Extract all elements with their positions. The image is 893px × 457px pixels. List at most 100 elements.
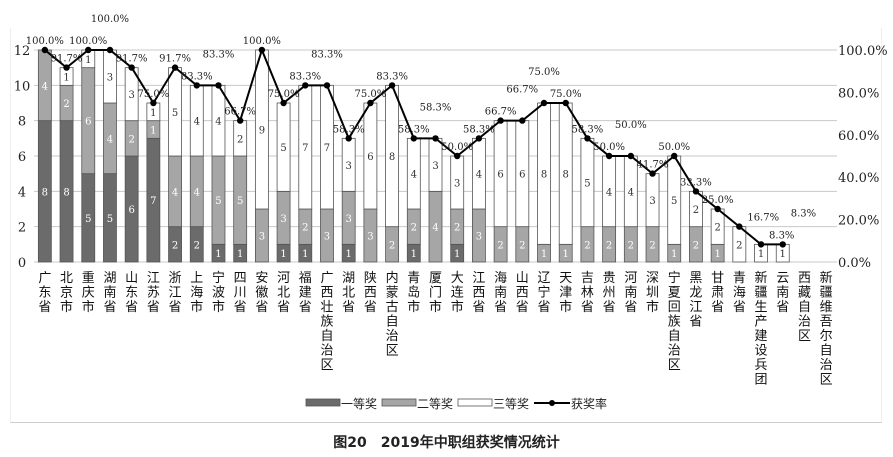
rate-label: 50.0%	[593, 142, 625, 153]
category-label-char: 东	[125, 286, 138, 301]
bar-value-label: 4	[411, 170, 417, 181]
category-label-char: 自	[386, 315, 399, 330]
y-left-tick-label: 10	[14, 79, 31, 94]
bar-value-label: 8	[563, 170, 569, 181]
rate-label: 100.0%	[69, 36, 107, 47]
rate-point	[692, 188, 700, 195]
y-right-tick-label: 40.0%	[838, 171, 879, 186]
category-label-char: 省	[581, 300, 594, 315]
legend-marker	[549, 400, 555, 406]
category-label-char: 市	[212, 299, 225, 315]
category-label-char: 区	[798, 329, 811, 344]
rate-point	[41, 46, 49, 54]
category-label-char: 大	[451, 271, 464, 286]
bar-value-label: 3	[107, 73, 113, 84]
rate-point	[454, 152, 461, 160]
bar-value-label: 1	[150, 108, 156, 119]
category-label-char: 京	[60, 286, 73, 301]
category-label-char: 自	[320, 329, 333, 344]
rate-point	[475, 135, 483, 142]
bar-value-label: 4	[194, 187, 200, 198]
category-label-char: 省	[364, 300, 377, 315]
category-label-char: 广	[320, 271, 333, 286]
category-label-char: 门	[429, 286, 442, 301]
bar-value-label: 4	[172, 187, 178, 198]
category-label-char: 建	[755, 329, 768, 344]
category-label-char: 云	[776, 271, 789, 286]
rate-label: 50.0%	[615, 120, 647, 131]
category-label-char: 圳	[646, 286, 659, 301]
bar-value-label: 2	[519, 240, 525, 251]
rate-label: 58.3%	[420, 102, 452, 113]
rate-point	[367, 99, 374, 107]
rate-point	[714, 205, 721, 213]
category-label-char: 省	[472, 300, 485, 315]
category-label-char: 自	[798, 300, 811, 315]
rate-point	[562, 99, 569, 107]
rate-point	[540, 99, 548, 107]
rate-label: 58.3%	[333, 124, 365, 135]
category-label-char: 黑	[689, 271, 702, 286]
category-label-char: 藏	[798, 286, 811, 301]
rate-point	[736, 223, 743, 230]
category-label-char: 省	[733, 300, 746, 315]
rate-label: 58.3%	[463, 124, 495, 135]
category-label-char: 治	[320, 344, 333, 359]
rate-point	[150, 99, 157, 107]
category-label-char: 东	[38, 286, 51, 301]
category-label-char: 南	[776, 285, 789, 301]
bar-value-label: 3	[454, 179, 460, 190]
rate-point	[63, 64, 70, 71]
rate-label: 75.0%	[137, 89, 169, 100]
category-label-char: 北	[60, 271, 73, 286]
bar-value-label: 1	[237, 249, 243, 260]
category-label-char: 族	[668, 314, 681, 330]
category-label-char: 省	[103, 300, 116, 315]
bar-value-label: 1	[63, 73, 69, 84]
bar-value-label: 1	[563, 249, 569, 260]
category-label-char: 肃	[711, 286, 724, 301]
rate-point	[280, 99, 287, 107]
category-label-char: 林	[581, 286, 594, 301]
category-label-char: 深	[646, 271, 659, 286]
rate-point	[106, 46, 114, 54]
rate-point	[388, 82, 396, 89]
bar-value-label: 6	[128, 205, 134, 216]
category-label-char: 苏	[147, 285, 160, 301]
legend-label: 二等奖	[417, 397, 453, 411]
category-label-char: 天	[559, 271, 572, 286]
legend-swatch-2	[381, 398, 417, 407]
bar-value-label: 2	[389, 240, 395, 251]
bar-value-label: 2	[584, 240, 590, 251]
category-label-char: 疆	[755, 286, 768, 301]
category-label-char: 自	[820, 344, 833, 359]
bar-value-label: 2	[606, 240, 612, 251]
category-label-char: 疆	[820, 286, 833, 301]
bar-value-label: 1	[150, 126, 156, 137]
category-label-char: 市	[190, 299, 203, 315]
category-label-char: 回	[668, 300, 681, 315]
y-left-tick-label: 6	[18, 150, 26, 165]
rate-label: 66.7%	[224, 107, 256, 118]
bar-value-label: 5	[85, 214, 91, 225]
bar-value-label: 3	[367, 232, 373, 243]
category-label-char: 市	[451, 299, 464, 315]
bar-value-label: 2	[693, 240, 699, 251]
rate-label: 83.3%	[311, 49, 343, 60]
rate-label: 75.0%	[355, 89, 387, 100]
category-label-char: 吾	[820, 315, 833, 330]
bar-value-label: 3	[476, 232, 482, 243]
category-label-char: 河	[624, 271, 637, 286]
bar-value-label: 3	[346, 161, 352, 172]
category-label-char: 维	[820, 300, 833, 315]
rate-label: 41.7%	[637, 160, 669, 171]
rate-point	[649, 170, 656, 177]
category-label-char: 族	[320, 314, 333, 330]
bar-value-label: 8	[389, 152, 395, 163]
bar-value-label: 4	[628, 187, 634, 198]
category-label-char: 省	[776, 300, 789, 315]
category-label-char: 市	[559, 299, 572, 315]
category-label-char: 湖	[342, 271, 355, 286]
category-label-char: 厦	[429, 271, 442, 286]
y-right-tick-label: 60.0%	[838, 129, 879, 144]
